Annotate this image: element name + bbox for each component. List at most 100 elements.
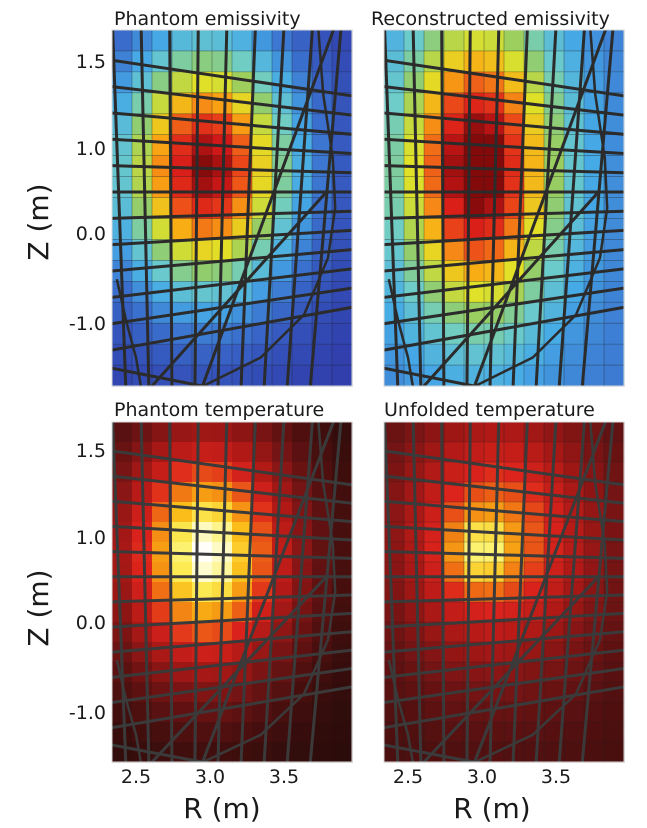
heatmap-cell [212, 30, 233, 52]
heatmap-cell [332, 50, 353, 73]
heatmap-cell [272, 323, 293, 345]
xlabel-left: R (m) [183, 792, 260, 825]
heatmap-cell [292, 323, 313, 345]
sightline [168, 30, 174, 386]
heatmap-cell [112, 197, 133, 220]
heatmap-cell [484, 281, 505, 303]
heatmap-cell [312, 582, 333, 603]
heatmap-cell [252, 134, 273, 157]
heatmap-cell [252, 502, 273, 523]
xtick-label-left-3: 3.5 [269, 766, 299, 788]
heatmap-cell [424, 422, 445, 443]
heatmap-cell [112, 602, 133, 623]
heatmap-cell [172, 662, 193, 683]
heatmap-cell [232, 281, 253, 303]
heatmap-cell [332, 662, 353, 683]
heatmap-cell [484, 113, 505, 136]
heatmap-cell [332, 113, 353, 136]
vessel-boundary [474, 30, 609, 386]
heatmap-cell [464, 113, 485, 136]
xtick-label-right-1: 2.5 [393, 766, 423, 788]
heatmap-cell [444, 176, 465, 199]
heatmap-cell [564, 742, 585, 763]
heatmap-cell [172, 702, 193, 723]
sightline [557, 30, 586, 386]
ylabel-top: Z (m) [22, 183, 55, 260]
sightline [384, 248, 624, 273]
heatmap-cell [272, 482, 293, 503]
heatmap-cell [252, 702, 273, 723]
heatmap-cell [384, 602, 405, 623]
sightline [384, 422, 400, 762]
sightline [200, 30, 336, 386]
heatmap-cell [584, 582, 605, 603]
sightline [262, 422, 286, 762]
sightline [472, 30, 608, 386]
heatmap-cell [404, 582, 425, 603]
heatmap-cell [332, 502, 353, 523]
vessel-boundary [115, 278, 143, 386]
sightline [168, 422, 174, 762]
heatmap-cell [292, 197, 313, 220]
heatmap-cell [252, 260, 273, 282]
sightline [139, 422, 151, 762]
heatmap-cell [332, 442, 353, 463]
heatmap-cell [444, 197, 465, 220]
heatmap-cell [404, 197, 425, 220]
panel-phantom-emissivity [111, 29, 353, 387]
sightline [112, 85, 352, 117]
heatmap-cell [544, 482, 565, 503]
sightline [285, 30, 314, 386]
heatmap-cell [524, 542, 545, 563]
heatmap-cell [252, 542, 273, 563]
sightline [112, 366, 210, 386]
heatmap-cell [232, 50, 253, 73]
heatmap-cell [484, 662, 505, 683]
heatmap-cell [604, 662, 625, 683]
sightline [421, 189, 602, 386]
heatmap-cell [424, 462, 445, 483]
heatmap-cell [172, 218, 193, 241]
heatmap-cell [524, 155, 545, 178]
heatmap-cell [444, 602, 465, 623]
heatmap-cell [424, 482, 445, 503]
heatmap-cell [444, 622, 465, 643]
vessel-boundary [387, 659, 415, 762]
heatmap-cell [252, 662, 273, 683]
sightline [384, 305, 624, 352]
ytick-label-bottom-3: 0.0 [76, 612, 106, 634]
heatmap-cell [524, 522, 545, 543]
heatmap-cell [564, 442, 585, 463]
heatmap-cell [132, 562, 153, 583]
heatmap-cell [564, 582, 585, 603]
heatmap-cell [312, 197, 333, 220]
sightline [112, 474, 352, 505]
heatmap-cell [444, 323, 465, 345]
heatmap-cell [564, 422, 585, 443]
heatmap-cell [172, 522, 193, 543]
heatmap-cell [332, 92, 353, 115]
heatmap-cell [292, 422, 313, 443]
heatmap-cell [384, 582, 405, 603]
heatmap-cell [464, 442, 485, 463]
sightline-group [112, 422, 352, 762]
heatmap-cell [192, 422, 213, 443]
heatmap-cell [584, 482, 605, 503]
heatmap-cell [544, 502, 565, 523]
heatmap-cell [232, 30, 253, 52]
heatmap-cell [544, 218, 565, 241]
heatmap-cell [604, 92, 625, 115]
heatmap-cell [464, 502, 485, 523]
heatmap-cell [604, 742, 625, 763]
heatmap-cell [424, 134, 445, 157]
heatmap-cell [172, 239, 193, 261]
heatmap-cell [132, 176, 153, 199]
panel-frame [111, 421, 353, 763]
xtick-label-left-2: 3.0 [195, 766, 225, 788]
sightline [285, 422, 314, 762]
heatmap-cell [232, 155, 253, 178]
heatmap-cell [332, 30, 353, 52]
heatmap-cell [424, 344, 445, 366]
heatmap-cell [504, 302, 525, 324]
heatmap-cell [332, 702, 353, 723]
